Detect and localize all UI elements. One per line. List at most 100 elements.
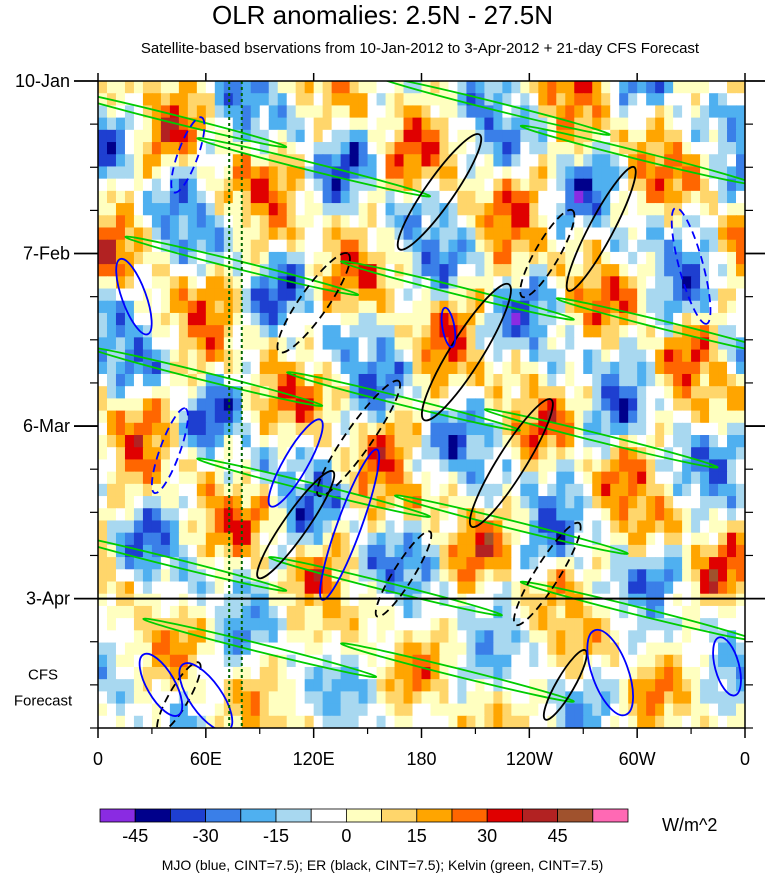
kelvin-contour xyxy=(286,371,521,432)
heat-cell xyxy=(556,81,566,94)
heat-cell xyxy=(700,129,710,143)
heat-cell xyxy=(664,679,674,692)
heat-cell xyxy=(98,618,108,631)
heat-cell xyxy=(520,435,530,448)
heat-cell xyxy=(619,496,629,509)
heat-cell xyxy=(367,520,378,534)
heat-cell xyxy=(115,239,126,253)
heat-cell xyxy=(169,178,180,192)
heat-cell xyxy=(727,215,737,229)
heat-cell xyxy=(502,373,512,387)
heat-cell xyxy=(124,520,135,534)
heat-cell xyxy=(98,398,108,412)
heat-cell xyxy=(475,581,486,595)
heat-cell xyxy=(547,154,557,168)
heat-cell xyxy=(646,691,656,705)
heat-cell xyxy=(331,654,342,668)
heat-cell xyxy=(376,361,387,375)
heat-cell xyxy=(430,593,441,607)
heat-cell xyxy=(124,703,135,717)
heat-cell xyxy=(358,630,369,644)
heat-cell xyxy=(493,642,503,656)
heat-cell xyxy=(142,337,153,351)
heat-cell xyxy=(664,117,674,131)
heat-cell xyxy=(367,508,378,522)
heat-cell xyxy=(556,251,566,265)
heat-cell xyxy=(178,227,189,241)
heat-cell xyxy=(331,581,342,595)
heat-cell xyxy=(277,276,288,290)
heat-cell xyxy=(538,178,548,192)
heat-cell xyxy=(403,386,414,399)
heat-cell xyxy=(169,203,180,216)
heat-cell xyxy=(178,288,189,302)
heat-cell xyxy=(151,447,162,461)
heat-cell xyxy=(160,105,171,119)
heat-cell xyxy=(619,666,629,680)
heat-cell xyxy=(700,569,710,583)
heat-cell xyxy=(574,544,584,558)
heat-cell xyxy=(610,532,620,546)
heat-cell xyxy=(394,81,405,94)
heat-cell xyxy=(331,471,342,485)
heat-cell xyxy=(241,337,252,351)
heat-cell xyxy=(421,398,432,412)
heat-cell xyxy=(250,166,261,180)
heat-cell xyxy=(187,300,198,314)
heat-cell xyxy=(241,703,252,717)
heat-cell xyxy=(709,325,719,338)
heat-cell xyxy=(340,312,351,326)
heat-cell xyxy=(322,618,333,631)
heat-cell xyxy=(133,81,144,94)
heat-cell xyxy=(664,422,674,436)
heat-cell xyxy=(385,679,396,692)
heat-cell xyxy=(358,105,369,119)
heat-cell xyxy=(538,81,548,94)
heat-cell xyxy=(295,93,306,107)
heat-cell xyxy=(241,190,252,204)
heat-cell xyxy=(304,703,315,717)
heat-cell xyxy=(142,459,153,473)
colorbar-swatch xyxy=(557,808,594,823)
heat-cell xyxy=(718,373,728,387)
heat-cell xyxy=(439,154,450,168)
heat-cell xyxy=(709,288,719,302)
heat-cell xyxy=(619,447,629,461)
heat-cell xyxy=(457,337,468,351)
heat-cell xyxy=(592,666,602,680)
heat-cell xyxy=(178,142,189,155)
heat-cell xyxy=(241,203,252,216)
heat-cell xyxy=(115,349,126,363)
heat-cell xyxy=(412,166,423,180)
heat-cell xyxy=(493,398,503,412)
heat-cell xyxy=(466,117,477,131)
heat-cell xyxy=(709,593,719,607)
heat-cell xyxy=(466,581,477,595)
heat-cell xyxy=(529,532,539,546)
heat-cell xyxy=(214,471,225,485)
heat-cell xyxy=(493,337,503,351)
heat-cell xyxy=(259,435,270,448)
heat-cell xyxy=(106,178,117,192)
heat-cell xyxy=(547,447,557,461)
heat-cell xyxy=(583,398,593,412)
kelvin-contour xyxy=(519,580,745,642)
heat-cell xyxy=(178,373,189,387)
heat-cell xyxy=(331,532,342,546)
heat-cell xyxy=(637,508,647,522)
heat-cell xyxy=(673,190,683,204)
heat-cell xyxy=(178,81,189,94)
heat-cell xyxy=(493,654,503,668)
heat-cell xyxy=(466,642,477,656)
heat-cell xyxy=(520,508,530,522)
heat-cell xyxy=(376,142,387,155)
heat-cell xyxy=(340,81,351,94)
heat-cell xyxy=(520,483,530,497)
heat-cell xyxy=(133,447,144,461)
heat-cell xyxy=(538,373,548,387)
heat-cell xyxy=(196,81,207,94)
heat-cell xyxy=(466,471,477,485)
heat-cell xyxy=(439,142,450,155)
heat-cell xyxy=(655,190,665,204)
heat-cell xyxy=(394,190,405,204)
